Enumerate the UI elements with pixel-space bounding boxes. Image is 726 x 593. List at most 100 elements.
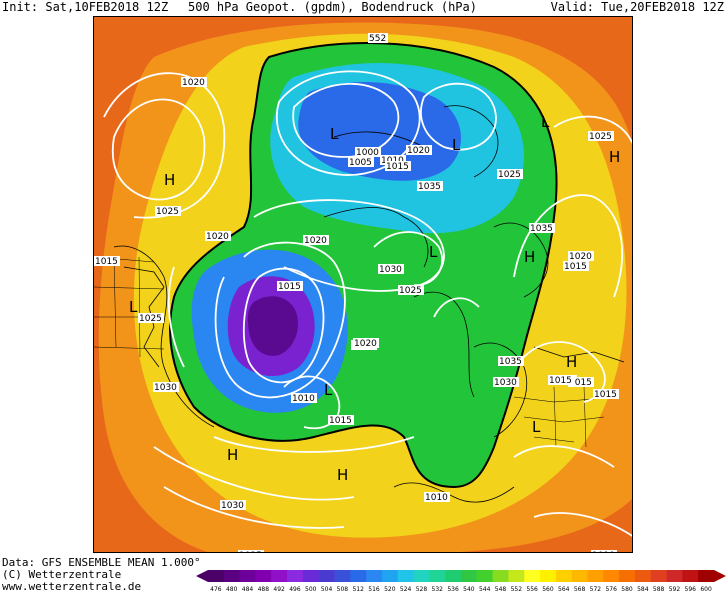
legend-tick-label: 544 — [479, 586, 491, 593]
isobar-label: 1010 — [425, 493, 448, 503]
legend-swatch — [634, 570, 652, 582]
isobar-label-bg — [593, 389, 619, 399]
contour-552-label: 552 — [369, 34, 386, 44]
legend-tick-label: 496 — [289, 586, 301, 593]
legend-arrow-left — [196, 570, 208, 582]
isobar-label-bg — [493, 377, 519, 387]
field-deep-purple — [247, 296, 299, 356]
legend-tick-label: 580 — [621, 586, 633, 593]
isobar-label: 1035 — [418, 182, 441, 192]
legend-swatch — [492, 570, 509, 582]
isobar-label: 1020 — [182, 78, 205, 88]
init-time-label: Init: Sat,10FEB2018 12Z — [2, 0, 169, 14]
isobar-label: 1015 — [386, 162, 409, 172]
weather-map[interactable]: H H H H H H L L L L L L L 1020 1025 1015 1025 1020 1015 100… — [93, 16, 633, 553]
legend-swatch — [334, 570, 351, 582]
legend-swatch — [571, 570, 588, 582]
legend-swatch — [208, 570, 225, 582]
legend-tick-label: 572 — [590, 586, 602, 593]
isobar-label-bg — [328, 415, 354, 425]
isobar-label-bg — [380, 155, 406, 165]
isobar-label-bg — [138, 313, 164, 323]
legend-swatch — [223, 570, 241, 582]
isobar-label: 1030 — [379, 265, 402, 275]
isobar-label: 1005 — [349, 158, 372, 168]
legend-swatch — [350, 570, 367, 582]
legend-swatch — [429, 570, 446, 582]
isobar-label-bg — [588, 131, 614, 141]
legend-swatch — [682, 570, 699, 582]
isobar-label-bg — [353, 338, 379, 348]
map-title: 500 hPa Geopot. (gpdm), Bodendruck (hPa) — [188, 0, 477, 14]
isobar-label: 1025 — [139, 314, 162, 324]
isobar-label-bg — [220, 500, 246, 510]
legend-tick-label: 512 — [352, 586, 364, 593]
legend-tick-label: 488 — [258, 586, 270, 593]
legend-swatch — [461, 570, 478, 582]
low-pressure-marker: L — [532, 418, 541, 436]
isobar-label-bg — [155, 206, 181, 216]
legend-tick-label: 564 — [558, 586, 570, 593]
legend-swatch — [555, 570, 573, 582]
legend-arrow-right — [714, 570, 726, 582]
isobar-label: 1010 — [292, 394, 315, 404]
high-pressure-marker: H — [566, 353, 577, 371]
legend-swatch — [302, 570, 320, 582]
isobar-label-bg — [385, 161, 411, 171]
legend-swatch — [397, 570, 415, 582]
isobar-label-bg — [563, 261, 589, 271]
copyright-label: (C) Wetterzentrale — [2, 568, 122, 581]
isobar-label: 1025 — [498, 170, 521, 180]
high-pressure-marker: H — [609, 148, 620, 166]
valid-time-label: Valid: Tue,20FEB2018 12Z — [550, 0, 724, 14]
isobar-label-bg — [277, 281, 303, 291]
legend-swatch — [540, 570, 557, 582]
legend-tick-label: 552 — [511, 586, 523, 593]
low-pressure-marker: L — [429, 243, 438, 261]
isobar-label-bg — [568, 251, 594, 261]
low-pressure-marker: L — [452, 136, 461, 154]
legend-tick-label: 492 — [273, 586, 285, 593]
isobar-label: 1015 — [329, 416, 352, 426]
isobar-label-bg — [303, 235, 329, 245]
legend-swatch — [666, 570, 683, 582]
high-pressure-marker: H — [164, 171, 175, 189]
low-pressure-marker: L — [129, 298, 138, 316]
isobar-label: 1015 — [564, 262, 587, 272]
isobar-label: 1025 — [239, 551, 262, 553]
legend-swatch — [271, 570, 288, 582]
isobar-label-bg — [568, 377, 594, 387]
legend-tick-label: 600 — [700, 586, 712, 593]
legend-tick-label: 516 — [368, 586, 380, 593]
legend-svg: 476 480 484 488 492 496 500 504 508 512 516 520 524 5… — [196, 570, 726, 593]
legend-swatch — [698, 570, 715, 582]
legend-swatch — [619, 570, 636, 582]
isobar-label-bg — [181, 77, 207, 87]
low-pressure-marker: L — [324, 381, 333, 399]
legend-swatch — [587, 570, 604, 582]
isobar-label: 1020 — [354, 339, 377, 349]
legend-tick-label: 500 — [305, 586, 317, 593]
high-pressure-marker: H — [337, 466, 348, 484]
isobar-label: 1015 — [95, 257, 118, 267]
legend-swatch — [603, 570, 620, 582]
legend-tick-label: 520 — [384, 586, 396, 593]
isobar-label-bg — [498, 356, 524, 366]
legend-tick-label: 568 — [574, 586, 586, 593]
isobar-label: 1035 — [530, 224, 553, 234]
legend-tick-label: 596 — [685, 586, 697, 593]
coastlines — [113, 105, 625, 503]
isobar-label-bg — [238, 550, 264, 552]
isobar-label: 1030 — [221, 501, 244, 511]
isobar-label-bg — [355, 147, 381, 157]
isobar-label-bg — [497, 169, 523, 179]
isobar-label-bg — [424, 492, 450, 502]
legend-tick-label: 484 — [242, 586, 254, 593]
isobar-label: 1015 — [569, 378, 592, 388]
weather-map-canvas: HHHHHHLLLLLLL102010251015102510201015100… — [94, 17, 632, 553]
high-pressure-marker: H — [524, 248, 535, 266]
isobar-label-bg — [548, 375, 574, 385]
legend-tick-label: 532 — [432, 586, 444, 593]
legend-tick-label: 560 — [542, 586, 554, 593]
legend-swatch — [650, 570, 668, 582]
